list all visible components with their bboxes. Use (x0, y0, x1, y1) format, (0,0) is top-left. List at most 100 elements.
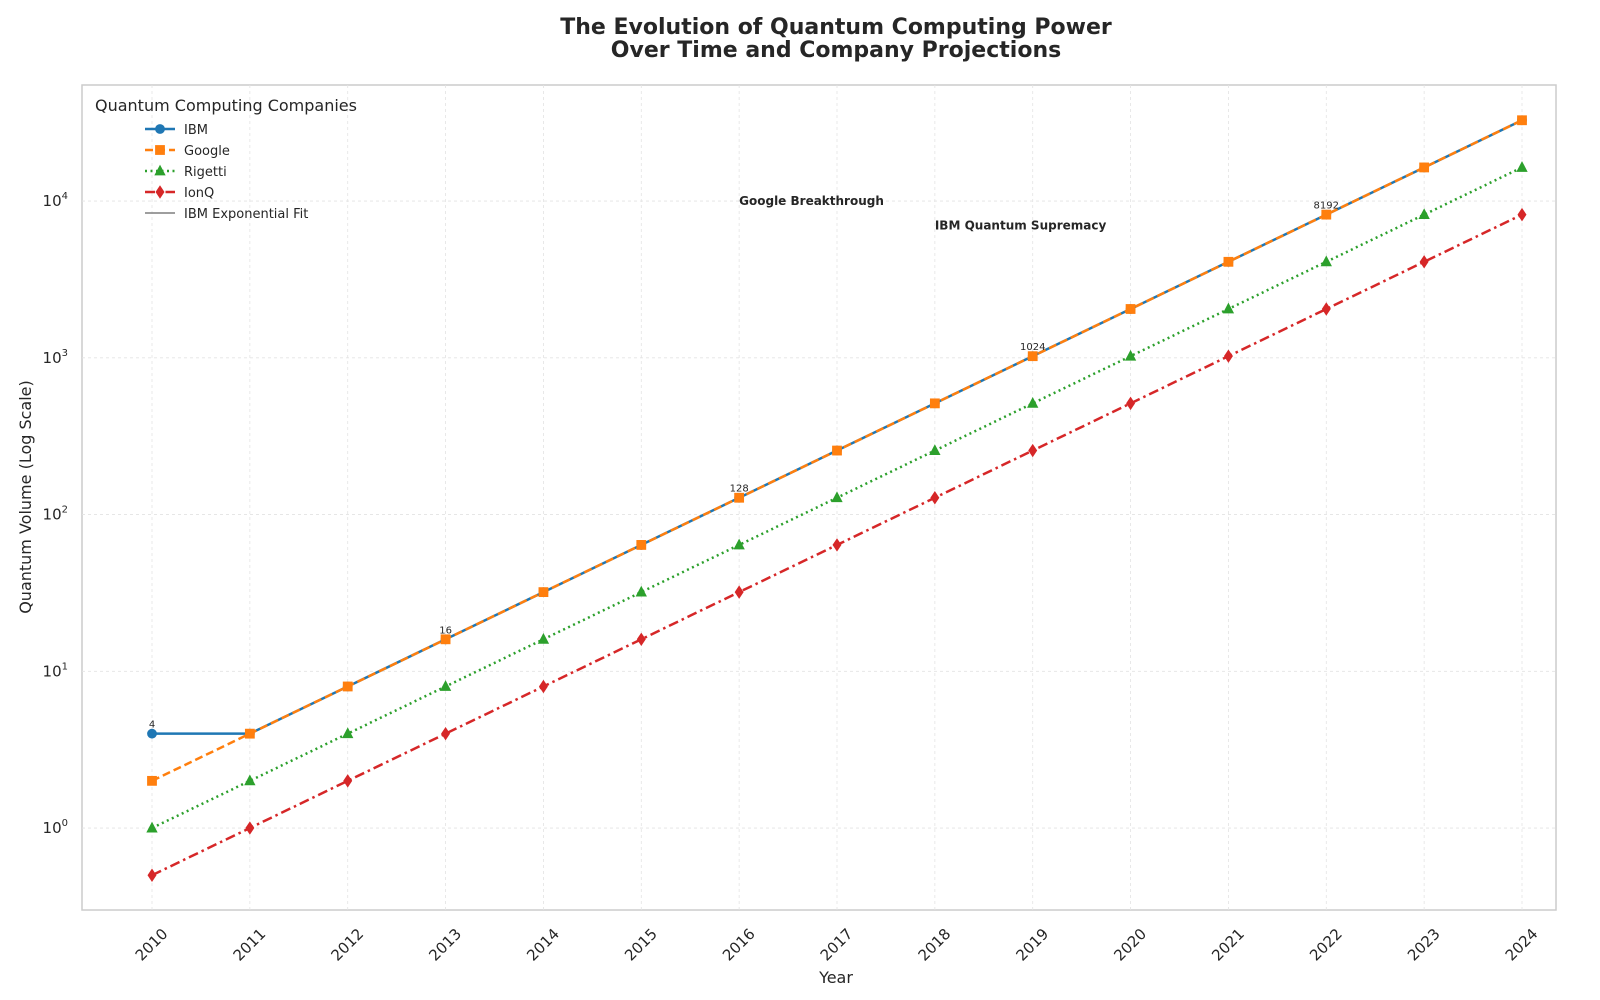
legend-marker (154, 164, 166, 176)
y-tick-label: 101 (43, 661, 68, 680)
legend-item-rigetti: Rigetti (145, 164, 227, 180)
legend-marker (155, 124, 165, 134)
data-point-google (1125, 304, 1136, 314)
data-point-google (832, 445, 842, 456)
data-point-rigetti (1027, 397, 1039, 408)
data-point-rigetti (1222, 302, 1235, 314)
data-point-ionq (1419, 255, 1429, 269)
x-tick-label: 2014 (523, 925, 563, 965)
series-lines (146, 115, 1528, 882)
data-point-ionq (245, 821, 255, 835)
chart-annotation: Google Breakthrough (739, 194, 884, 208)
x-tick-label: 2017 (817, 925, 857, 965)
x-axis-label: Year (818, 968, 853, 987)
x-tick-labels: 2010 2011 2012 2013 2014 2015 2016 2017 2018 2019… (132, 925, 1542, 965)
data-point-ionq (538, 679, 548, 694)
x-tick-label: 2011 (230, 925, 270, 965)
y-axis-label: Quantum Volume (Log Scale) (16, 380, 35, 614)
data-point-rigetti (635, 585, 647, 597)
legend-label: IBM Exponential Fit (184, 207, 308, 222)
legend-item-ibm-exponential-fit: IBM Exponential Fit (145, 207, 308, 222)
legend-item-ionq: IonQ (145, 185, 214, 201)
x-tick-label: 2019 (1012, 925, 1052, 965)
data-value-label: 128 (730, 484, 749, 495)
data-point-google (1517, 115, 1527, 126)
legend-label: Rigetti (184, 165, 227, 180)
x-tick-label: 2023 (1404, 925, 1444, 965)
data-point-google (147, 775, 157, 786)
chart-annotation: IBM Quantum Supremacy (935, 218, 1107, 232)
y-tick-label: 103 (43, 348, 68, 367)
data-point-ionq (1028, 443, 1038, 458)
x-tick-label: 2015 (621, 925, 661, 965)
legend-item-ibm: IBM (145, 123, 208, 138)
x-tick-label: 2018 (915, 925, 955, 965)
data-point-ionq (636, 632, 646, 647)
legend: Quantum Computing Companies IBM Google Rige… (95, 96, 357, 222)
data-point-rigetti (733, 538, 745, 550)
x-tick-label: 2010 (132, 925, 172, 965)
legend-item-google: Google (145, 144, 230, 159)
x-tick-label: 2012 (327, 925, 367, 965)
legend-marker (155, 185, 165, 199)
data-point-google (1027, 351, 1038, 362)
series-google (147, 115, 1527, 786)
data-point-google (734, 492, 745, 503)
x-tick-label: 2022 (1306, 925, 1346, 965)
legend-marker (155, 145, 165, 155)
data-value-label: 1024 (1020, 342, 1045, 353)
data-point-google (1321, 209, 1332, 220)
data-point-rigetti (929, 444, 941, 455)
data-point-rigetti (342, 727, 354, 739)
data-point-rigetti (537, 632, 550, 644)
data-point-ibm (147, 728, 157, 739)
y-tick-label: 100 (43, 818, 68, 837)
data-point-rigetti (439, 680, 452, 691)
series-ionq (147, 207, 1527, 882)
data-point-ionq (1321, 302, 1331, 316)
legend-label: Google (184, 144, 230, 159)
data-point-ionq (147, 868, 157, 882)
data-point-google (244, 728, 255, 739)
x-tick-label: 2020 (1110, 925, 1150, 965)
data-point-rigetti (1418, 208, 1430, 220)
annotations: Google Breakthrough IBM Quantum Supremacy (739, 194, 1106, 232)
chart-title-line: The Evolution of Quantum Computing Power (560, 15, 1112, 40)
data-point-rigetti (1320, 255, 1332, 267)
data-point-google (929, 398, 940, 409)
data-point-ionq (343, 774, 353, 788)
data-point-rigetti (146, 821, 158, 833)
legend-label: IonQ (184, 186, 214, 201)
data-point-google (1223, 256, 1234, 267)
data-point-ionq (1223, 349, 1233, 363)
chart-title: The Evolution of Quantum Computing Power… (560, 15, 1112, 63)
y-tick-label: 104 (43, 191, 68, 210)
data-point-ionq (832, 538, 842, 552)
data-value-label: 16 (439, 625, 452, 636)
data-point-ionq (1517, 207, 1527, 222)
data-value-label: 4 (149, 720, 155, 731)
chart-title-line: Over Time and Company Projections (611, 38, 1061, 63)
x-tick-label: 2013 (425, 925, 465, 965)
data-point-rigetti (1124, 349, 1137, 361)
y-tick-labels: 100 101 102 103 104 (43, 191, 68, 837)
y-tick-label: 102 (43, 505, 68, 524)
data-point-ionq (1126, 396, 1136, 411)
data-point-google (636, 540, 647, 550)
data-point-rigetti (831, 491, 843, 503)
data-point-ionq (734, 585, 744, 599)
x-tick-label: 2021 (1208, 925, 1248, 965)
x-tick-label: 2016 (719, 925, 759, 965)
data-value-label: 8192 (1314, 201, 1339, 212)
legend-label: IBM (184, 123, 208, 138)
x-tick-label: 2024 (1502, 925, 1542, 965)
data-point-ionq (441, 726, 451, 741)
data-point-rigetti (244, 774, 256, 786)
point-labels: 4 16 128 1024 8192 (149, 201, 1339, 731)
data-point-google (440, 634, 451, 645)
data-point-ionq (930, 491, 940, 505)
data-point-google (538, 587, 549, 598)
data-point-google (342, 681, 353, 692)
legend-title: Quantum Computing Companies (95, 96, 357, 115)
